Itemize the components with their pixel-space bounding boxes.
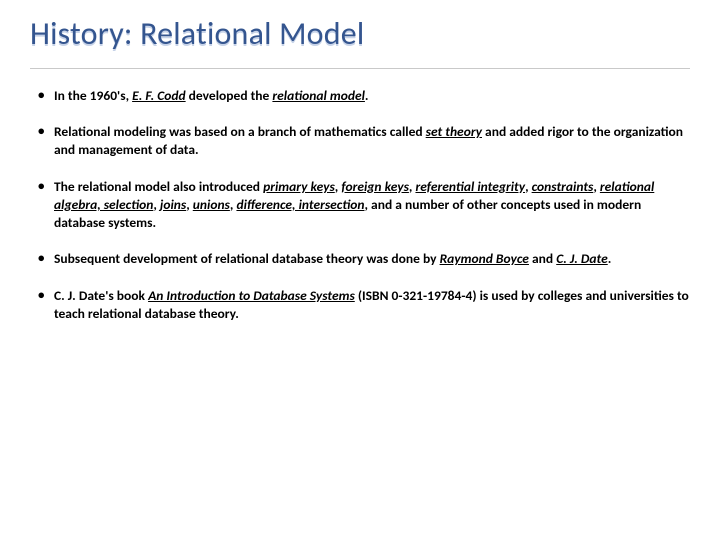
list-item: Relational modeling was based on a branc…: [38, 123, 690, 159]
list-item: The relational model also introduced pri…: [38, 178, 690, 233]
emphasized-term: foreign keys: [341, 178, 409, 195]
title-rule: [30, 68, 690, 69]
emphasized-term: referential integrity: [415, 178, 525, 195]
emphasized-term: E. F. Codd: [132, 87, 186, 104]
emphasized-term: primary keys: [263, 178, 335, 195]
emphasized-term: set theory: [426, 123, 482, 140]
list-item: C. J. Date's book An Introduction to Dat…: [38, 287, 690, 323]
text-run: In the 1960's,: [54, 87, 132, 104]
text-run: .: [608, 250, 612, 267]
text-run: developed the: [186, 87, 273, 104]
emphasized-term: Raymond Boyce: [440, 250, 529, 267]
text-run: C. J. Date's book: [54, 287, 148, 304]
list-item: In the 1960's, E. F. Codd developed the …: [38, 87, 690, 105]
emphasized-term: relational model: [272, 87, 365, 104]
title-area: History: Relational Model History: Relat…: [30, 18, 690, 50]
bullet-list: In the 1960's, E. F. Codd developed the …: [30, 87, 690, 323]
emphasized-term: unions: [193, 196, 230, 213]
list-item: Subsequent development of relational dat…: [38, 250, 690, 268]
slide: History: Relational Model History: Relat…: [0, 0, 720, 540]
slide-title-top: History: Relational Model: [30, 18, 364, 50]
emphasized-term: An Introduction to Database Systems: [148, 287, 355, 304]
text-run: Relational modeling was based on a branc…: [54, 123, 426, 140]
emphasized-term: difference, intersection: [236, 196, 364, 213]
text-run: Subsequent development of relational dat…: [54, 250, 440, 267]
text-run: .: [365, 87, 369, 104]
text-run: The relational model also introduced: [54, 178, 263, 195]
text-run: and: [529, 250, 556, 267]
emphasized-term: constraints: [532, 178, 594, 195]
emphasized-term: joins: [160, 196, 186, 213]
emphasized-term: C. J. Date: [556, 250, 608, 267]
slide-title: History: Relational Model History: Relat…: [30, 18, 364, 50]
